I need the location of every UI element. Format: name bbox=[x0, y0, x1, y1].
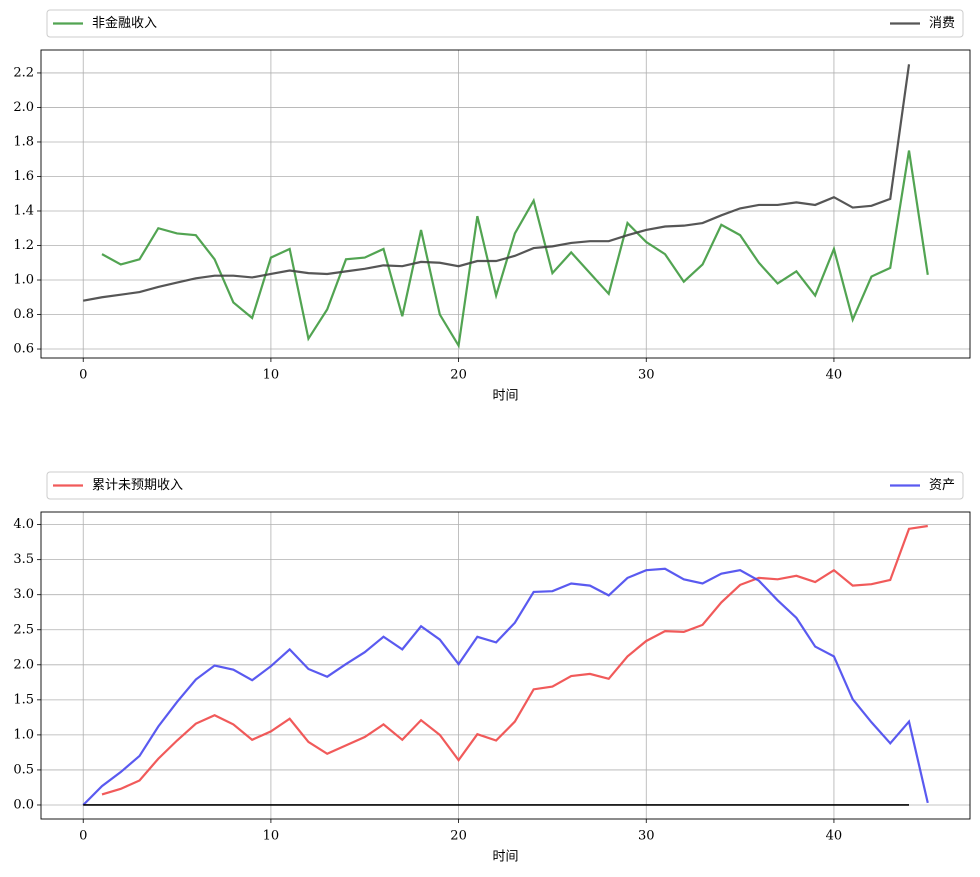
legend-label: 资产 bbox=[929, 478, 955, 493]
y-tick-label: 1.4 bbox=[13, 203, 34, 218]
y-tick-label: 2.0 bbox=[13, 100, 34, 115]
line-series bbox=[83, 64, 911, 302]
legend-box bbox=[46, 9, 964, 38]
legend-label: 非金融收入 bbox=[92, 15, 157, 31]
line-series bbox=[101, 524, 928, 796]
line-series bbox=[101, 150, 929, 349]
x-tick-label: 20 bbox=[450, 368, 467, 383]
y-tick-label: 2.2 bbox=[13, 65, 34, 80]
legend-label: 累计未预期收入 bbox=[92, 478, 183, 493]
y-tick-label: 0.0 bbox=[13, 797, 34, 812]
plot-area bbox=[41, 50, 970, 358]
legend-label: 消费 bbox=[929, 16, 955, 31]
y-tick-label: 4.0 bbox=[13, 517, 34, 532]
y-tick-label: 1.5 bbox=[13, 692, 34, 707]
line-series bbox=[82, 567, 929, 806]
axes-frame bbox=[40, 511, 971, 820]
y-tick-label: 3.5 bbox=[13, 552, 34, 567]
x-tick-label: 30 bbox=[638, 829, 655, 844]
y-tick-label: 1.0 bbox=[13, 273, 34, 288]
y-tick-label: 0.5 bbox=[13, 762, 34, 777]
x-tick-label: 20 bbox=[450, 829, 467, 844]
x-tick-label: 0 bbox=[79, 368, 87, 383]
x-tick-label: 0 bbox=[79, 829, 87, 844]
y-tick-label: 3.0 bbox=[13, 587, 34, 602]
plot-area bbox=[41, 512, 970, 819]
y-tick-label: 1.2 bbox=[13, 238, 34, 253]
y-tick-label: 1.8 bbox=[13, 134, 34, 149]
axes-frame bbox=[40, 49, 971, 359]
x-tick-label: 40 bbox=[826, 368, 843, 383]
y-tick-label: 2.5 bbox=[13, 622, 34, 637]
x-tick-label: 30 bbox=[638, 368, 655, 383]
legend-box bbox=[46, 471, 964, 500]
y-tick-label: 0.8 bbox=[13, 307, 34, 322]
x-tick-label: 10 bbox=[263, 368, 280, 383]
x-tick-label: 10 bbox=[263, 829, 280, 844]
y-tick-label: 1.0 bbox=[13, 727, 34, 742]
x-axis-label: 时间 bbox=[492, 389, 518, 404]
y-tick-label: 0.6 bbox=[13, 342, 34, 357]
x-tick-label: 40 bbox=[826, 829, 843, 844]
y-tick-label: 1.6 bbox=[13, 169, 34, 184]
x-axis-label: 时间 bbox=[492, 850, 518, 865]
y-tick-label: 2.0 bbox=[13, 657, 34, 672]
